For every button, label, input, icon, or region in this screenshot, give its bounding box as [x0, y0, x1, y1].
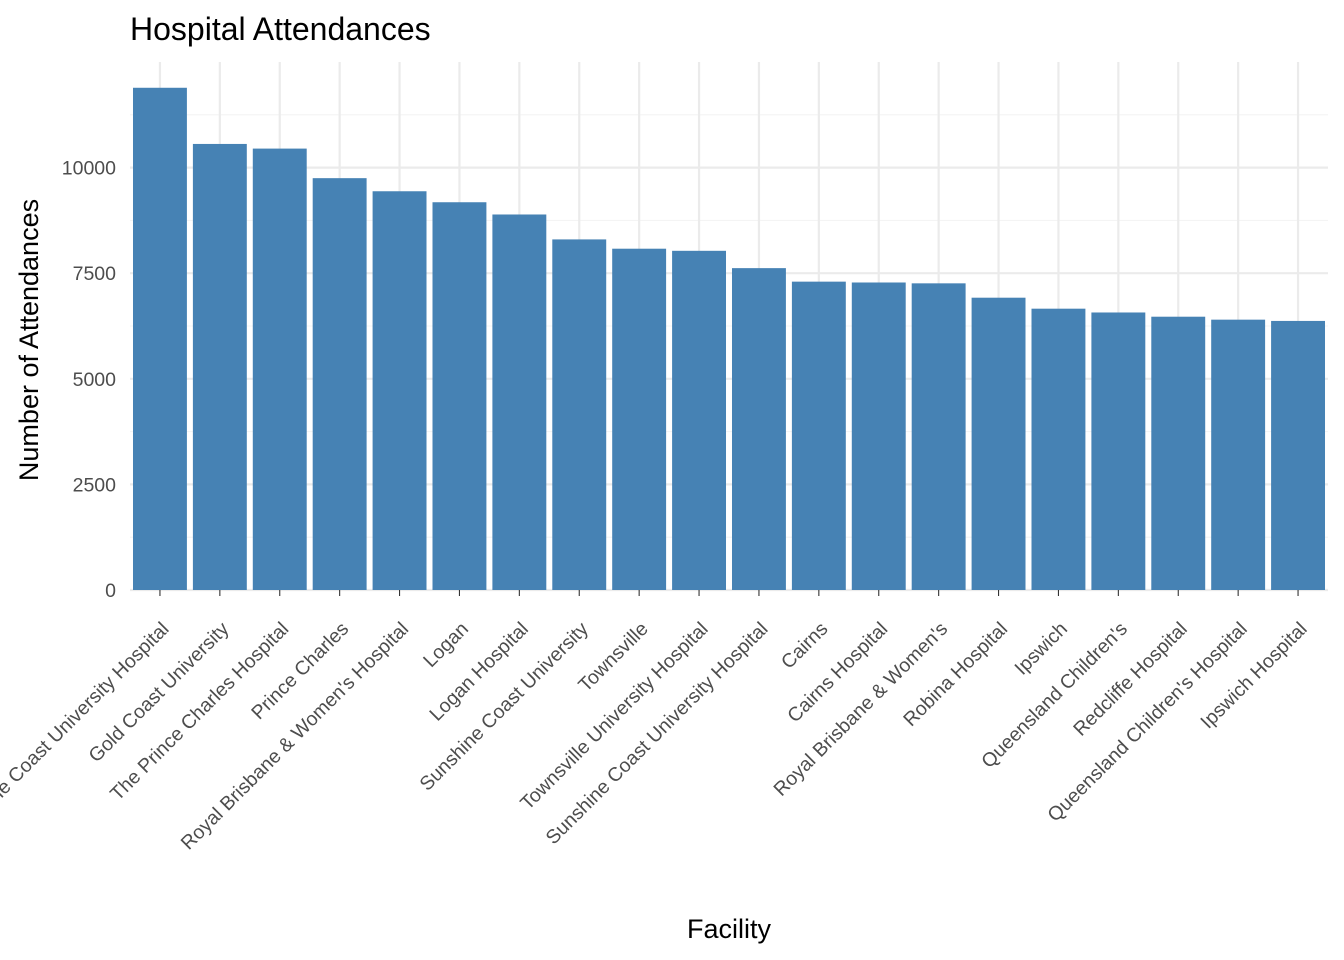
y-tick-label: 5000: [73, 369, 117, 391]
chart-title: Hospital Attendances: [130, 11, 431, 47]
bar: [1031, 308, 1086, 590]
bar: [731, 268, 786, 590]
bar: [1151, 316, 1206, 590]
bar: [192, 143, 247, 590]
x-tick-label: Cairns: [777, 618, 833, 674]
bar: [252, 148, 307, 591]
x-axis-title: Facility: [687, 914, 772, 944]
x-tick-label: Robina Hospital: [899, 618, 1012, 731]
y-tick-label: 7500: [73, 263, 117, 285]
x-tick-label: Sunshine Coast University Hospital: [0, 618, 173, 849]
bar: [312, 178, 367, 590]
bar: [132, 87, 187, 590]
bar: [791, 281, 846, 590]
bar: [851, 282, 906, 590]
x-tick-label: Ipswich Hospital: [1196, 618, 1311, 733]
y-tick-label: 2500: [73, 474, 117, 496]
y-tick-label: 0: [105, 580, 116, 602]
grid-lines: [130, 62, 1328, 592]
bar: [1091, 312, 1146, 590]
bar: [492, 214, 547, 591]
y-tick-label: 10000: [62, 158, 116, 180]
bars: [132, 87, 1326, 591]
bar: [672, 250, 727, 590]
y-axis-title: Number of Attendances: [14, 199, 44, 481]
bar: [612, 248, 667, 590]
y-axis-ticks: 0 2500 5000 7500 10000: [62, 158, 116, 602]
bar: [1211, 319, 1266, 590]
x-tick-label: Redcliffe Hospital: [1069, 618, 1192, 741]
bar: [1271, 320, 1326, 590]
bar: [911, 283, 966, 590]
bar: [552, 239, 607, 590]
bar: [971, 297, 1026, 590]
x-tick-label: Logan: [419, 618, 473, 672]
bar: [432, 202, 487, 590]
x-tick-label: Sunshine Coast University Hospital: [542, 618, 773, 849]
bar: [372, 191, 427, 590]
